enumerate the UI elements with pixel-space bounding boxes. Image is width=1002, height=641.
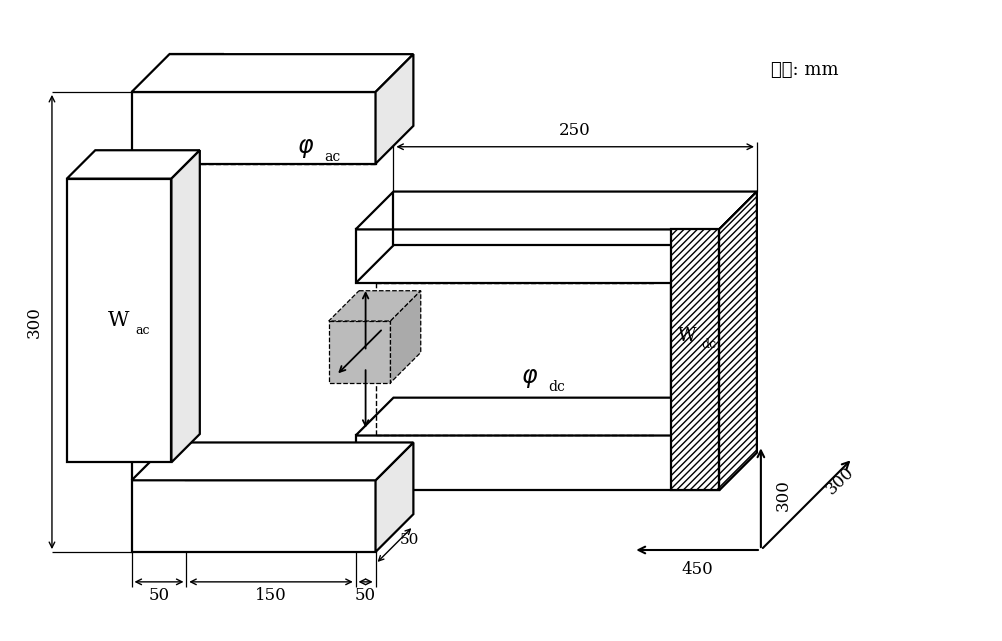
Text: $\varphi$: $\varphi$ [297,137,315,160]
Text: 50: 50 [148,587,169,604]
Text: 单位: mm: 单位: mm [771,61,838,79]
Text: 450: 450 [680,562,712,578]
Polygon shape [718,192,757,490]
Polygon shape [375,54,413,163]
Polygon shape [375,442,413,552]
Polygon shape [356,192,757,229]
Text: 250: 250 [559,122,590,139]
Polygon shape [131,442,413,480]
Polygon shape [356,397,708,435]
Polygon shape [718,192,757,490]
Text: 50: 50 [400,533,419,547]
Text: 150: 150 [255,587,287,604]
Text: 300: 300 [774,479,791,511]
Polygon shape [329,291,420,321]
Text: dc: dc [700,338,716,351]
Text: W: W [677,327,695,345]
Text: 300: 300 [822,463,857,497]
Text: 300: 300 [25,306,42,338]
Text: ac: ac [135,324,149,337]
Text: ac: ac [325,150,341,163]
Text: $\varphi$: $\varphi$ [521,367,538,390]
Polygon shape [670,229,718,490]
Polygon shape [390,291,420,383]
Polygon shape [131,54,413,92]
Polygon shape [131,92,375,552]
Polygon shape [67,150,199,179]
Polygon shape [329,321,390,383]
Text: W: W [108,312,129,331]
Text: 50: 50 [355,587,376,604]
Polygon shape [171,150,199,462]
Polygon shape [67,179,171,462]
Polygon shape [356,229,718,490]
Text: dc: dc [548,379,565,394]
